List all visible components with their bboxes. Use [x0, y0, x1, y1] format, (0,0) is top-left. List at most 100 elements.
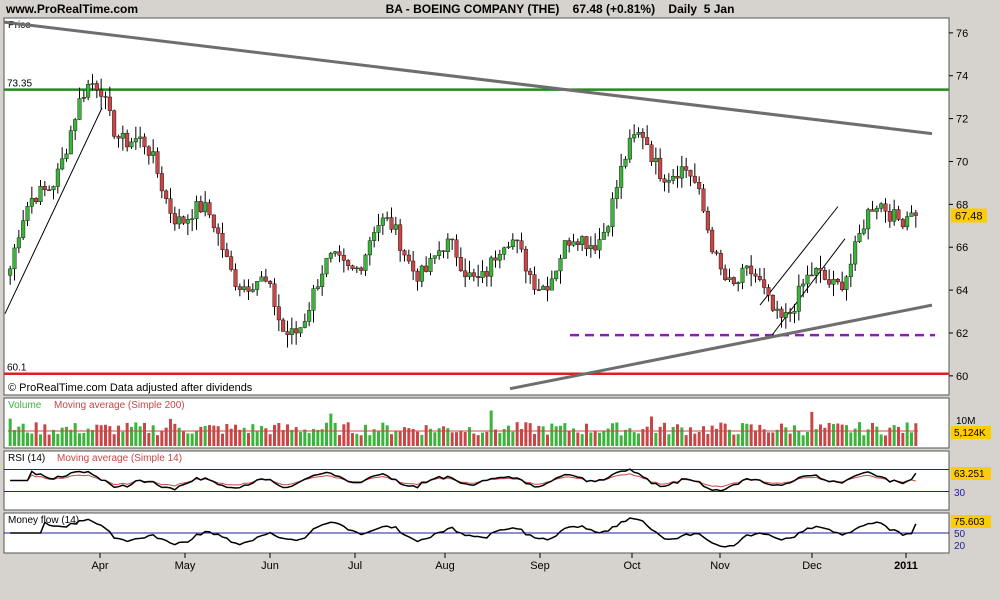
candle-body — [779, 308, 784, 318]
volume-bar — [429, 428, 432, 446]
candle-body — [818, 268, 823, 271]
volume-bar — [481, 432, 484, 446]
volume-bar — [208, 425, 211, 446]
candle-body — [38, 186, 43, 203]
volume-bar — [468, 427, 471, 446]
volume-bar — [732, 434, 736, 446]
volume-bar — [99, 425, 103, 446]
candle-body — [125, 132, 130, 148]
candle-body — [246, 286, 251, 292]
candle-body — [372, 232, 377, 241]
volume-bar — [394, 431, 398, 446]
candle-body — [762, 279, 767, 288]
month-label: 2011 — [894, 560, 918, 572]
candle-body — [606, 226, 611, 233]
candle-body — [454, 239, 459, 258]
candle-body — [107, 96, 112, 111]
volume-bar — [138, 426, 142, 446]
volume-bar — [845, 425, 848, 446]
volume-bar — [502, 429, 506, 446]
candle-body — [610, 198, 615, 228]
candle-body — [883, 203, 888, 212]
candle-body — [558, 258, 563, 272]
candle-body — [731, 277, 736, 285]
candle-body — [623, 158, 628, 167]
candle-body — [255, 281, 260, 290]
candle-body — [133, 138, 138, 143]
volume-bar — [914, 423, 918, 446]
volume-bar — [793, 425, 796, 446]
volume-bar — [910, 432, 913, 446]
candle-body — [259, 276, 264, 282]
volume-bar — [676, 424, 679, 446]
price-footer: © ProRealTime.com Data adjusted after di… — [8, 382, 253, 394]
volume-bar — [871, 422, 874, 446]
candle-body — [532, 274, 537, 290]
candle-body — [376, 225, 381, 233]
candle-body — [853, 241, 858, 265]
price-panel — [3, 17, 950, 396]
volume-bar — [606, 428, 610, 446]
candle-body — [194, 201, 199, 219]
month-label: Jun — [261, 560, 279, 572]
volume-bar — [368, 435, 372, 446]
candle-body — [844, 276, 849, 290]
volume-bar — [424, 425, 428, 446]
last-price-badge: 67.48 — [955, 211, 983, 223]
volume-bar — [151, 425, 155, 446]
volume-bar — [897, 426, 900, 446]
volume-bar — [47, 434, 51, 446]
volume-bar — [450, 432, 454, 446]
volume-badge: 5,124K — [954, 428, 986, 439]
price-tick-label: 64 — [956, 285, 968, 297]
price-tick-label: 70 — [956, 156, 968, 168]
candle-body — [792, 311, 797, 314]
volume-bar — [693, 433, 697, 446]
candle-body — [480, 271, 485, 278]
candle-body — [103, 96, 108, 98]
candle-body — [380, 217, 385, 226]
volume-bar — [901, 432, 905, 446]
volume-bar — [589, 432, 593, 446]
candle-body — [346, 260, 351, 266]
volume-bar — [598, 432, 601, 446]
candle-body — [671, 176, 676, 181]
volume-bar — [884, 435, 887, 446]
volume-bar — [576, 432, 580, 446]
candle-body — [684, 166, 689, 171]
volume-bar — [342, 424, 346, 446]
candle-body — [857, 233, 862, 242]
candle-body — [874, 208, 879, 212]
volume-bar — [238, 429, 242, 446]
mf-badge-bg — [951, 515, 991, 528]
volume-bar — [879, 434, 883, 446]
volume-bar — [858, 422, 861, 446]
volume-bar — [121, 431, 125, 446]
candle-body — [315, 286, 320, 289]
candle-body — [185, 219, 190, 224]
date-axis: Apr May Jun Jul Aug Sep Oct Nov Dec 2011 — [91, 553, 918, 572]
candle-body — [445, 238, 450, 252]
volume-label: Volume — [8, 400, 42, 411]
volume-bar — [312, 428, 315, 446]
candle-body — [207, 202, 212, 216]
candle-body — [801, 283, 806, 287]
candle-body — [242, 286, 247, 290]
candle-body — [285, 331, 290, 335]
volume-bar — [338, 435, 341, 446]
volume-bar — [567, 430, 571, 446]
volume-bar — [710, 425, 714, 446]
volume-bar — [840, 424, 844, 446]
candle-body — [675, 176, 680, 179]
volume-bar — [663, 422, 666, 446]
candle-body — [471, 272, 476, 277]
volume-bar — [528, 423, 532, 446]
volume-bar — [255, 431, 259, 446]
candle-body — [354, 267, 359, 270]
candle-body — [905, 216, 910, 228]
candle-body — [497, 254, 502, 261]
candle-body — [94, 83, 99, 91]
candle-body — [51, 186, 56, 191]
candle-body — [831, 279, 836, 285]
